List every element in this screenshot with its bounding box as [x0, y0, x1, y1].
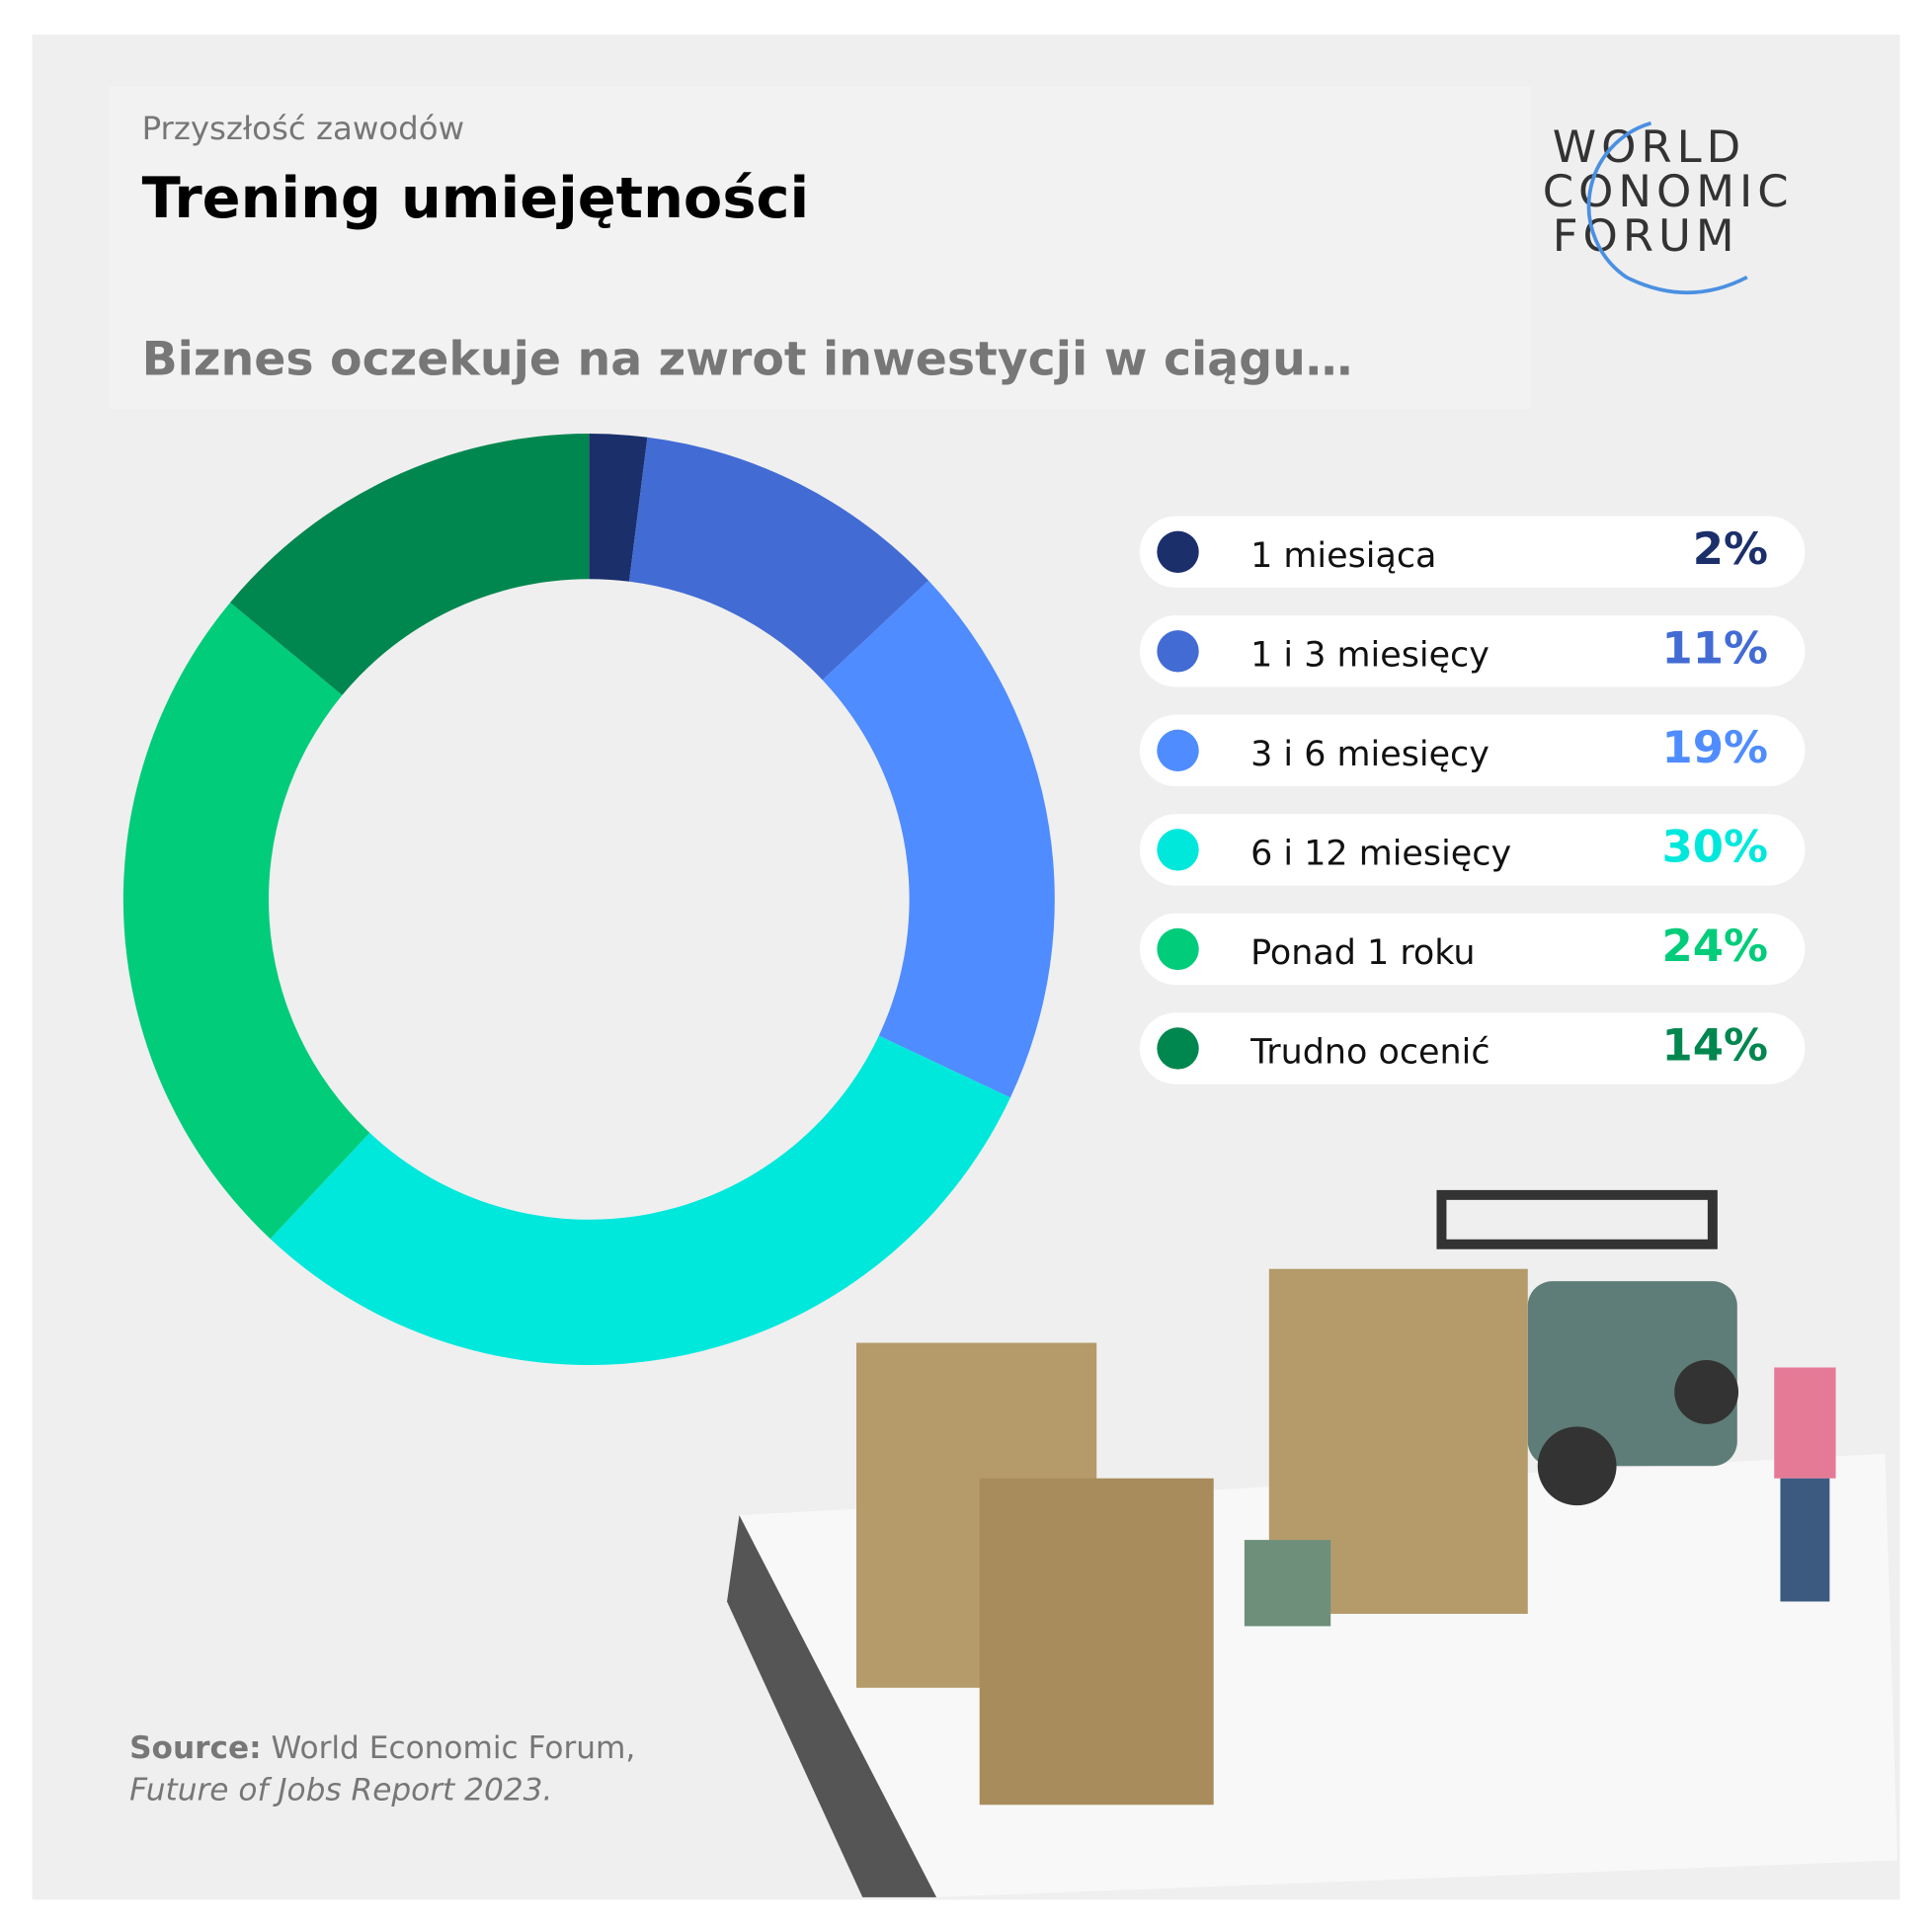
header-panel [108, 86, 1532, 410]
forklift-mast [1436, 1189, 1718, 1249]
logo-line: FORUM [1553, 209, 1739, 262]
wheel [1537, 1426, 1617, 1506]
legend-value: 11% [1662, 621, 1768, 674]
subtitle: Biznes oczekuje na zwrot inwestycji w ci… [142, 333, 1353, 387]
person-legs [1780, 1478, 1830, 1602]
worker [1244, 1540, 1331, 1627]
legend-swatch [1157, 927, 1199, 971]
legend: 1 miesiąca 2% 1 i 3 miesięcy 11% 3 i 6 miesi… [1139, 516, 1806, 1084]
legend-label: 3 i 6 miesięcy [1250, 735, 1489, 774]
legend-swatch [1157, 630, 1199, 673]
legend-pill [1139, 1012, 1806, 1084]
donut [122, 434, 1055, 1365]
person [1774, 1367, 1836, 1479]
source-text: World Economic Forum, [272, 1730, 636, 1766]
supertitle: Przyszłość zawodów [142, 110, 465, 147]
legend-value: 30% [1662, 820, 1768, 872]
logo-arc [1586, 120, 1748, 295]
box [979, 1478, 1214, 1806]
legend-swatch [1157, 729, 1199, 772]
forklift-body [1527, 1281, 1737, 1467]
legend-value: 2% [1693, 522, 1768, 575]
logo: WORLD CONOMIC FORUM [1543, 120, 1794, 295]
logo-line: CONOMIC [1543, 165, 1794, 217]
donut-segment [822, 580, 1055, 1098]
legend-pill [1139, 814, 1806, 886]
legend-pill [1139, 913, 1806, 986]
donut-segment [589, 434, 648, 582]
donut-segment [122, 602, 370, 1240]
legend-label: Ponad 1 roku [1250, 933, 1475, 973]
floor-edge [727, 1515, 937, 1897]
legend-label: 1 i 3 miesięcy [1250, 635, 1489, 675]
legend-pill [1139, 615, 1806, 687]
illustration [727, 1189, 1897, 1897]
legend-swatch [1157, 1027, 1199, 1070]
logo-line: WORLD [1553, 120, 1745, 173]
legend-value: 14% [1662, 1018, 1768, 1071]
legend-swatch [1157, 530, 1199, 573]
legend-swatch [1157, 829, 1199, 871]
legend-pill [1139, 714, 1806, 787]
legend-value: 19% [1662, 721, 1768, 773]
legend-label: 1 miesiąca [1250, 536, 1436, 576]
legend-pill [1139, 516, 1806, 588]
source: Source: World Economic Forum, [129, 1730, 635, 1766]
legend-label: 6 i 12 miesięcy [1250, 834, 1511, 873]
wheel [1674, 1360, 1739, 1424]
donut-segment [628, 437, 929, 681]
donut-segment [230, 434, 590, 695]
title: Trening umiejętności [142, 165, 810, 231]
legend-label: Trudno ocenić [1249, 1032, 1489, 1072]
source-label: Source: [129, 1730, 262, 1766]
donut-segment [270, 1035, 1010, 1365]
legend-value: 24% [1662, 920, 1768, 972]
source-report: Future of Jobs Report 2023. [129, 1773, 552, 1808]
